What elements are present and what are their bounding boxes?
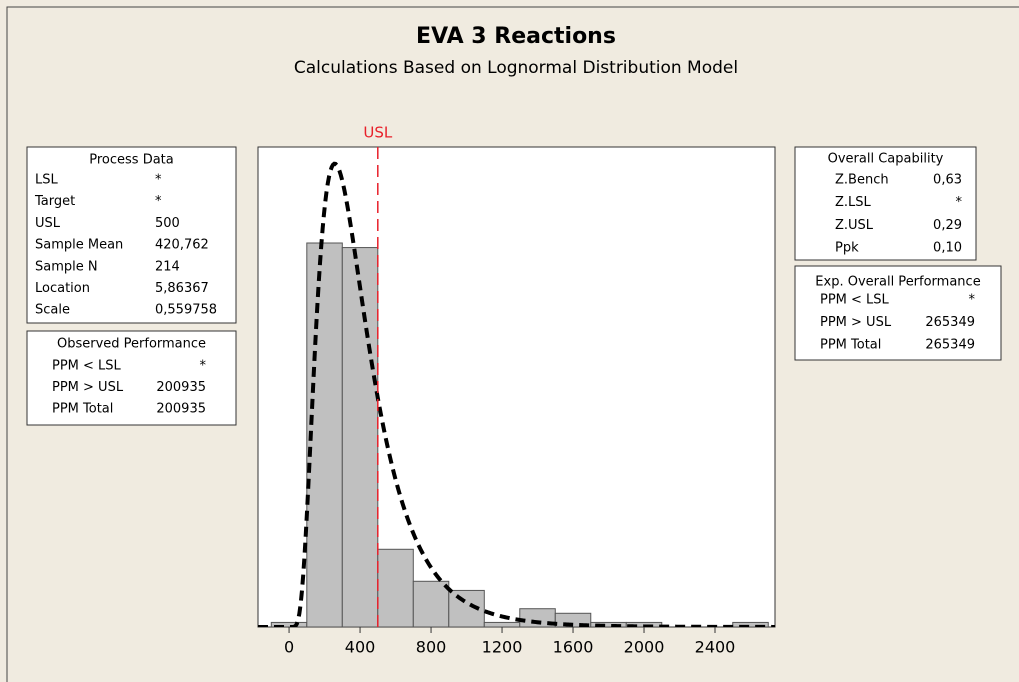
row-value: 0,559758 (155, 303, 217, 318)
row-value: * (969, 293, 976, 308)
chart-title: EVA 3 Reactions (416, 24, 616, 49)
x-tick-label: 800 (416, 638, 447, 657)
x-tick-label: 400 (345, 638, 376, 657)
panel (26, 146, 237, 324)
row-label: PPM > USL (52, 380, 124, 395)
row-value: 265349 (925, 338, 975, 353)
x-tick-label: 1200 (482, 638, 523, 657)
row-value: * (155, 173, 162, 188)
row-label: LSL (35, 173, 58, 188)
row-value: 214 (155, 259, 180, 274)
x-tick-label: 1600 (553, 638, 594, 657)
row-label: PPM Total (52, 402, 113, 417)
row-label: PPM < LSL (820, 293, 890, 308)
row-label: USL (35, 216, 61, 231)
row-value: 200935 (156, 402, 206, 417)
row-value: 200935 (156, 380, 206, 395)
x-tick-label: 0 (284, 638, 294, 657)
bar (732, 621, 769, 627)
panel-title: Overall Capability (828, 152, 944, 167)
row-label: Target (34, 194, 75, 209)
row-value: 500 (155, 216, 180, 231)
row-value: 420,762 (155, 238, 209, 253)
panel-title: Observed Performance (57, 337, 206, 352)
panel (794, 146, 977, 261)
row-label: Location (35, 281, 90, 296)
row-label: PPM > USL (820, 315, 892, 330)
bar (341, 247, 379, 627)
row-label: Scale (35, 303, 70, 318)
row-value: 0,63 (933, 173, 962, 188)
bar (483, 621, 521, 627)
row-label: PPM Total (820, 338, 881, 353)
panel (26, 330, 237, 426)
panel (794, 265, 1002, 361)
row-value: * (200, 359, 207, 374)
row-label: Z.Bench (835, 173, 889, 188)
panel-title: Process Data (89, 153, 174, 168)
row-label: Ppk (835, 241, 859, 256)
panel-title: Exp. Overall Performance (815, 275, 980, 290)
row-value: 0,10 (933, 241, 962, 256)
row-value: 265349 (925, 315, 975, 330)
row-value: * (155, 194, 162, 209)
row-value: * (956, 195, 963, 210)
usl-label: USL (363, 124, 393, 142)
row-label: Sample N (35, 259, 98, 274)
bar (412, 580, 450, 627)
x-tick-label: 2400 (695, 638, 736, 657)
row-label: Z.LSL (835, 195, 872, 210)
x-tick-label: 2000 (624, 638, 665, 657)
bar (377, 548, 414, 627)
row-label: Sample Mean (35, 238, 123, 253)
chart-subtitle: Calculations Based on Lognormal Distribu… (294, 58, 738, 78)
row-value: 0,29 (933, 218, 962, 233)
row-value: 5,86367 (155, 281, 209, 296)
fit-curve (258, 161, 775, 627)
row-label: PPM < LSL (52, 359, 122, 374)
row-label: Z.USL (835, 218, 874, 233)
